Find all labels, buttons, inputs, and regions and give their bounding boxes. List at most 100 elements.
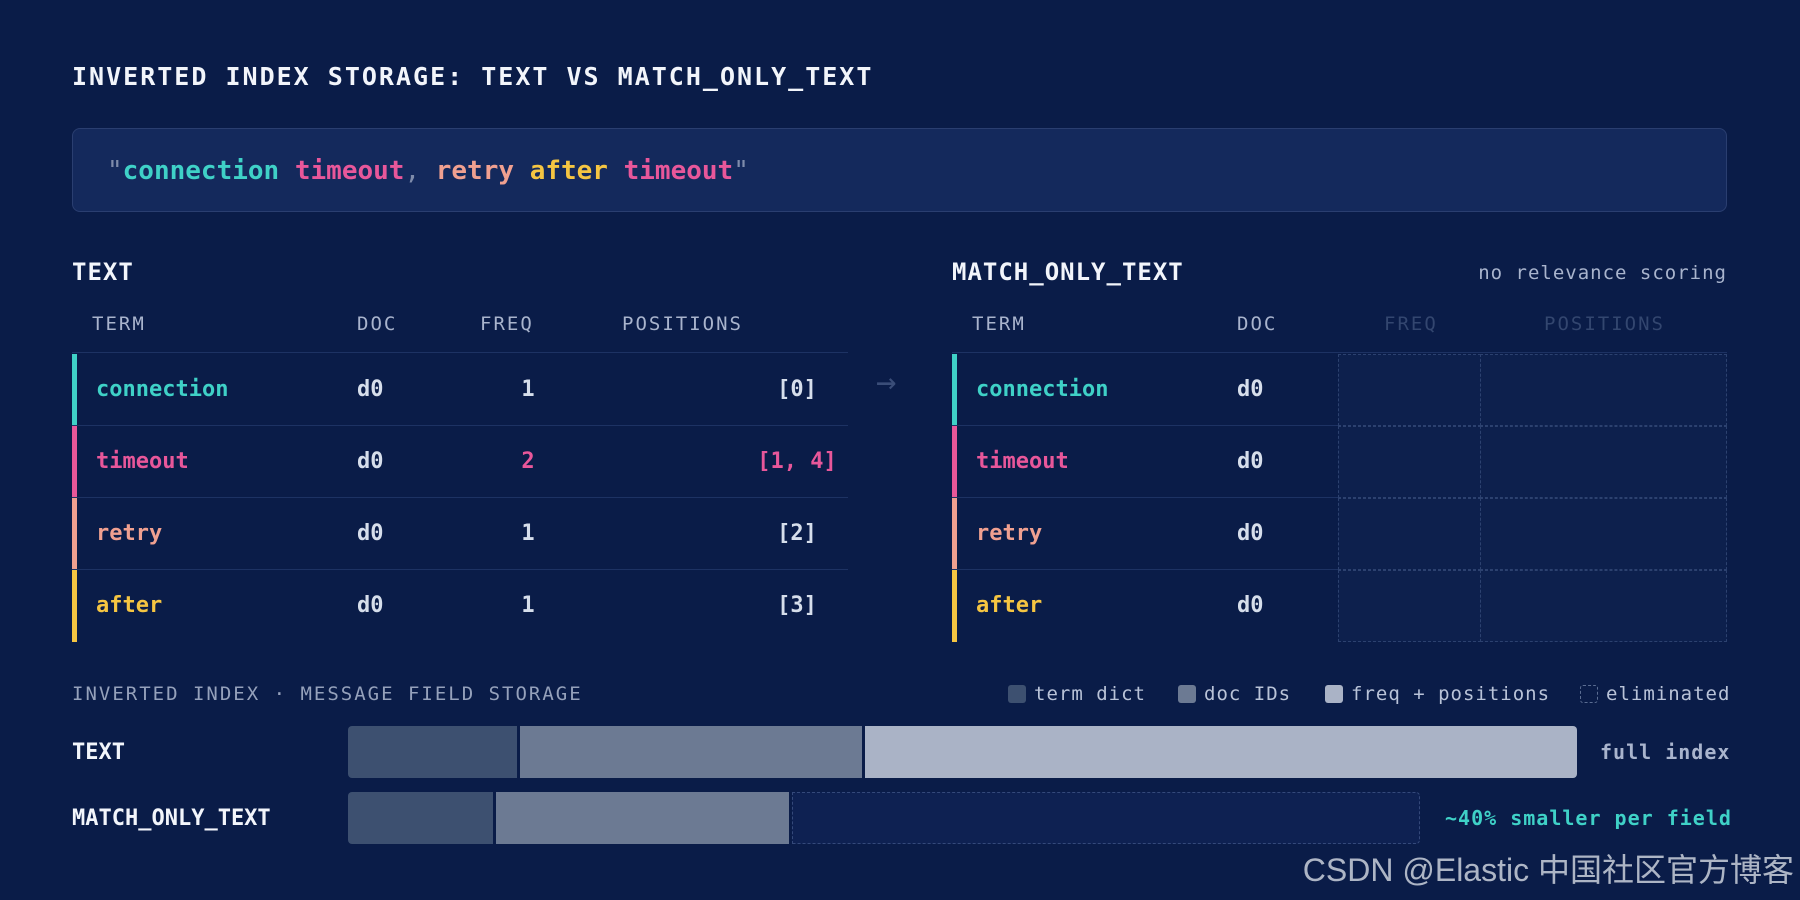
term-cell: connection bbox=[96, 377, 229, 402]
freq-cell: 1 bbox=[521, 593, 535, 618]
eliminated-positions-cell bbox=[1480, 354, 1727, 426]
freq-cell: 1 bbox=[521, 377, 535, 402]
bar-segment bbox=[865, 726, 1577, 778]
bar-label: MATCH_ONLY_TEXT bbox=[72, 806, 271, 831]
legend-label: doc IDs bbox=[1204, 683, 1292, 705]
legend-item: doc IDs bbox=[1178, 684, 1291, 704]
row-color-bar bbox=[952, 426, 957, 498]
row-color-bar bbox=[952, 354, 957, 426]
text-header-freq: FREQ bbox=[480, 313, 534, 335]
mot-header-freq: FREQ bbox=[1384, 313, 1438, 335]
positions-cell: [3] bbox=[777, 593, 817, 618]
bar-segment bbox=[496, 792, 789, 844]
mot-table-title: MATCH_ONLY_TEXT bbox=[952, 258, 1184, 286]
page-title: INVERTED INDEX STORAGE: TEXT VS MATCH_ON… bbox=[72, 62, 874, 91]
legend-item: term dict bbox=[1008, 684, 1146, 704]
row-divider bbox=[72, 425, 848, 426]
bar-note: ~40% smaller per field bbox=[1445, 806, 1732, 830]
open-quote: " bbox=[107, 156, 123, 186]
mot-table-row: connection d0 bbox=[952, 354, 1727, 426]
sample-token-after: after bbox=[529, 156, 608, 186]
text-table-row: retry d0 1 [2] bbox=[72, 498, 848, 570]
close-quote: " bbox=[733, 156, 749, 186]
watermark-text: CSDN @Elastic 中国社区官方博客 bbox=[1302, 852, 1794, 888]
row-color-bar bbox=[72, 570, 77, 642]
mot-table-row: after d0 bbox=[952, 570, 1727, 642]
term-cell: retry bbox=[976, 521, 1043, 546]
doc-cell: d0 bbox=[357, 521, 384, 546]
text-table-row: after d0 1 [3] bbox=[72, 570, 848, 642]
mot-table-row: retry d0 bbox=[952, 498, 1727, 570]
row-divider bbox=[952, 497, 1338, 498]
arrow-icon: → bbox=[876, 362, 897, 402]
legend-swatch bbox=[1325, 685, 1343, 703]
text-header-divider bbox=[72, 352, 848, 353]
row-color-bar bbox=[72, 354, 77, 426]
freq-cell: 2 bbox=[521, 449, 535, 474]
bar-segment bbox=[348, 726, 517, 778]
positions-cell: [0] bbox=[777, 377, 817, 402]
row-divider bbox=[72, 497, 848, 498]
mot-header-divider bbox=[952, 352, 1727, 353]
sample-message-box: "connection timeout, retry after timeout… bbox=[72, 128, 1727, 212]
legend-label: term dict bbox=[1034, 683, 1146, 705]
mot-table-note: no relevance scoring bbox=[1478, 262, 1727, 284]
text-header-doc: DOC bbox=[357, 313, 398, 335]
mot-table-row: timeout d0 bbox=[952, 426, 1727, 498]
positions-cell: [1, 4] bbox=[757, 449, 837, 474]
doc-cell: d0 bbox=[357, 593, 384, 618]
legend-label: freq + positions bbox=[1351, 683, 1551, 705]
term-cell: retry bbox=[96, 521, 163, 546]
sample-comma: , bbox=[404, 156, 421, 186]
doc-cell: d0 bbox=[1237, 593, 1264, 618]
bar-note: full index bbox=[1600, 740, 1731, 764]
row-divider bbox=[952, 569, 1338, 570]
text-table-title: TEXT bbox=[72, 258, 134, 286]
row-divider bbox=[952, 425, 1338, 426]
row-color-bar bbox=[952, 498, 957, 570]
storage-title: INVERTED INDEX · MESSAGE FIELD STORAGE bbox=[72, 683, 583, 705]
positions-cell: [2] bbox=[777, 521, 817, 546]
legend-item: eliminated bbox=[1580, 684, 1730, 704]
mot-header-term: TERM bbox=[972, 313, 1026, 335]
eliminated-freq-cell bbox=[1338, 570, 1481, 642]
row-color-bar bbox=[72, 426, 77, 498]
term-cell: timeout bbox=[96, 449, 189, 474]
row-color-bar bbox=[72, 498, 77, 570]
bar-label: TEXT bbox=[72, 740, 125, 765]
doc-cell: d0 bbox=[357, 449, 384, 474]
mot-header-positions: POSITIONS bbox=[1544, 313, 1665, 335]
sample-token-connection: connection bbox=[122, 156, 280, 186]
legend-label: eliminated bbox=[1606, 683, 1731, 705]
bar-segment bbox=[792, 792, 1420, 844]
doc-cell: d0 bbox=[357, 377, 384, 402]
bar-segment bbox=[348, 792, 493, 844]
sample-token-timeout-2: timeout bbox=[623, 156, 734, 186]
row-color-bar bbox=[952, 570, 957, 642]
text-header-term: TERM bbox=[92, 313, 146, 335]
eliminated-positions-cell bbox=[1480, 498, 1727, 570]
doc-cell: d0 bbox=[1237, 377, 1264, 402]
legend-swatch-dashed bbox=[1580, 685, 1598, 703]
eliminated-freq-cell bbox=[1338, 354, 1481, 426]
text-header-positions: POSITIONS bbox=[622, 313, 743, 335]
eliminated-freq-cell bbox=[1338, 498, 1481, 570]
eliminated-positions-cell bbox=[1480, 570, 1727, 642]
term-cell: after bbox=[96, 593, 163, 618]
row-divider bbox=[72, 569, 848, 570]
freq-cell: 1 bbox=[521, 521, 535, 546]
doc-cell: d0 bbox=[1237, 521, 1264, 546]
eliminated-freq-cell bbox=[1338, 426, 1481, 498]
legend-swatch bbox=[1008, 685, 1026, 703]
mot-header-doc: DOC bbox=[1237, 313, 1278, 335]
term-cell: after bbox=[976, 593, 1043, 618]
term-cell: connection bbox=[976, 377, 1109, 402]
legend-item: freq + positions bbox=[1325, 684, 1550, 704]
text-table-row: connection d0 1 [0] bbox=[72, 354, 848, 426]
sample-token-retry: retry bbox=[435, 156, 515, 186]
doc-cell: d0 bbox=[1237, 449, 1264, 474]
legend-swatch bbox=[1178, 685, 1196, 703]
sample-token-timeout: timeout bbox=[294, 156, 405, 186]
term-cell: timeout bbox=[976, 449, 1069, 474]
bar-segment bbox=[520, 726, 862, 778]
